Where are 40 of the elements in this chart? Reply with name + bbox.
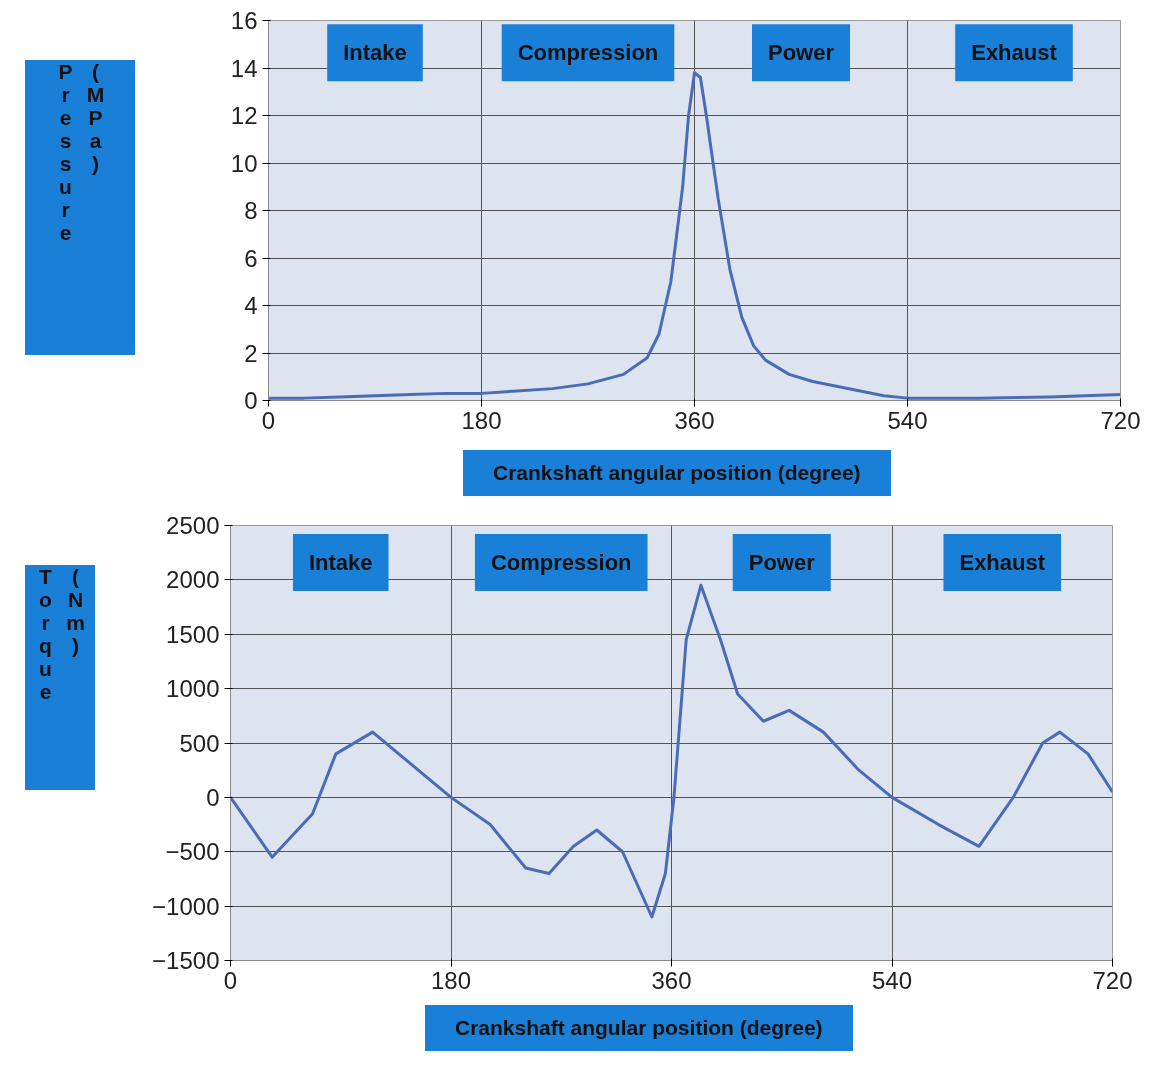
x-tick-label: 180 [430, 966, 472, 994]
y-tick-label: 10 [230, 149, 258, 177]
annotation: Exhaust [971, 40, 1058, 66]
x-tick-label: 0 [261, 406, 276, 434]
line-series [230, 583, 1113, 919]
y-tick-label: 14 [230, 54, 258, 82]
y-tick-label: 1000 [166, 675, 220, 703]
x-tick-label: 360 [674, 406, 715, 434]
x-tick-label: 720 [1092, 966, 1133, 994]
y-tick-label: 6 [244, 244, 258, 272]
y-axis-title: Torque (Nm) [25, 565, 95, 790]
x-tick-label: 540 [871, 966, 913, 994]
y-tick-label: −1500 [152, 947, 220, 974]
annotation: Intake [343, 40, 407, 66]
x-axis-title: Crankshaft angular position (degree) [463, 450, 891, 496]
annotation: Compression [490, 549, 632, 575]
y-tick-label: 1500 [166, 620, 220, 648]
y-tick-label: 0 [206, 783, 220, 811]
y-tick-label: 12 [230, 102, 258, 129]
y-tick-label: 500 [179, 729, 220, 757]
annotation: Power [748, 549, 816, 575]
x-axis-title: Crankshaft angular position (degree) [425, 1005, 853, 1051]
y-tick-label: 16 [230, 7, 258, 34]
annotation: Compression [517, 40, 659, 66]
x-tick-label: 180 [461, 406, 502, 434]
x-tick-label: 540 [887, 406, 928, 434]
y-tick-label: 2500 [166, 512, 220, 539]
y-tick-label: 2 [244, 339, 258, 367]
x-tick-label: 720 [1100, 406, 1141, 434]
y-tick-label: 4 [244, 292, 258, 319]
y-tick-label: 0 [244, 387, 258, 414]
x-tick-label: 360 [651, 966, 692, 994]
y-tick-label: −500 [165, 838, 220, 866]
y-tick-label: −1000 [152, 892, 220, 920]
y-axis-title: Pressure (MPa) [25, 60, 135, 355]
annotation: Intake [308, 549, 373, 575]
annotation: Power [767, 40, 835, 66]
y-tick-label: 2000 [166, 566, 220, 594]
annotation: Exhaust [959, 549, 1046, 575]
y-tick-label: 8 [244, 197, 258, 224]
